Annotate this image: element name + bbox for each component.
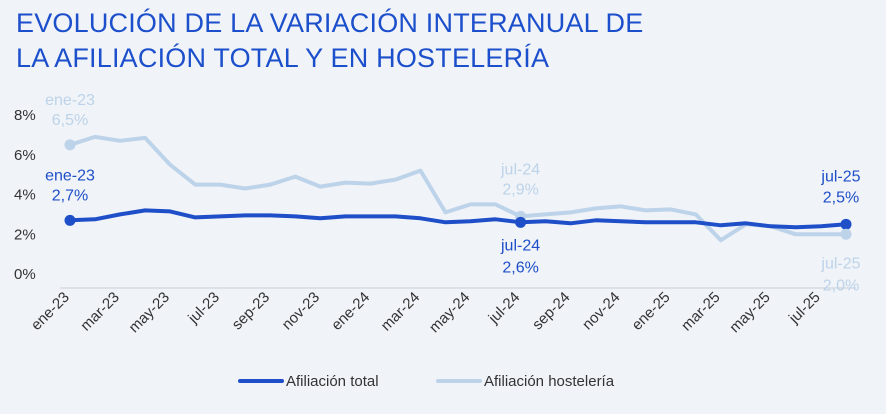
annotation-value: 6,5% bbox=[52, 112, 88, 129]
x-tick-label: mar-23 bbox=[77, 289, 123, 335]
x-tick-label: may-25 bbox=[726, 289, 773, 336]
annotation-label: ene-23 bbox=[45, 92, 95, 109]
data-point-marker bbox=[64, 214, 76, 226]
annotation-label: jul-25 bbox=[820, 168, 860, 185]
annotation-value: 2,5% bbox=[823, 189, 859, 206]
legend-item-afiliacion-total-label: Afiliación total bbox=[286, 373, 379, 390]
legend-item-afiliacion-hosteleria-label: Afiliación hostelería bbox=[484, 373, 615, 390]
x-tick-label: jul-23 bbox=[184, 289, 223, 328]
x-tick-label: nov-23 bbox=[279, 289, 323, 333]
x-tick-label: mar-24 bbox=[378, 289, 424, 335]
annotation-label: ene-23 bbox=[45, 167, 95, 184]
y-tick-label: 4% bbox=[14, 187, 36, 204]
x-tick-label: sep-23 bbox=[229, 289, 273, 333]
x-tick-label: may-24 bbox=[426, 289, 473, 336]
x-tick-label: ene-25 bbox=[629, 289, 674, 334]
chart-title-line-2: LA AFILIACIÓN TOTAL Y EN HOSTELERÍA bbox=[16, 43, 550, 73]
series-line-afiliacion-hosteleria bbox=[68, 134, 848, 243]
y-tick-label: 6% bbox=[14, 147, 36, 164]
x-tick-label: may-23 bbox=[126, 289, 173, 336]
x-tick-label: jul-25 bbox=[785, 289, 824, 328]
x-tick-label: ene-24 bbox=[328, 289, 373, 334]
annotation-label: jul-25 bbox=[820, 255, 860, 272]
chart-title-line-1: EVOLUCIÓN DE LA VARIACIÓN INTERANUAL DE bbox=[16, 8, 644, 38]
x-tick-label: nov-24 bbox=[579, 289, 623, 333]
data-point-marker bbox=[515, 216, 527, 228]
annotation-value: 2,0% bbox=[823, 277, 859, 294]
annotation-value: 2,7% bbox=[52, 187, 88, 204]
y-tick-label: 2% bbox=[14, 226, 36, 243]
annotation-value: 2,6% bbox=[502, 259, 538, 276]
y-tick-label: 0% bbox=[14, 266, 36, 283]
annotation-label: jul-24 bbox=[500, 237, 540, 254]
series-line-afiliacion-total bbox=[68, 208, 848, 230]
data-point-marker bbox=[64, 139, 76, 151]
annotation-value: 2,9% bbox=[502, 181, 538, 198]
chart-title: EVOLUCIÓN DE LA VARIACIÓN INTERANUAL DE … bbox=[16, 6, 876, 76]
x-tick-label: sep-24 bbox=[529, 289, 573, 333]
x-tick-label: mar-25 bbox=[678, 289, 724, 335]
annotation-label: jul-24 bbox=[500, 161, 540, 178]
y-tick-label: 8% bbox=[14, 107, 36, 124]
x-tick-label: jul-24 bbox=[485, 289, 524, 328]
x-tick-label: ene-23 bbox=[28, 289, 73, 334]
data-point-marker bbox=[840, 228, 852, 240]
data-point-marker bbox=[840, 218, 852, 230]
